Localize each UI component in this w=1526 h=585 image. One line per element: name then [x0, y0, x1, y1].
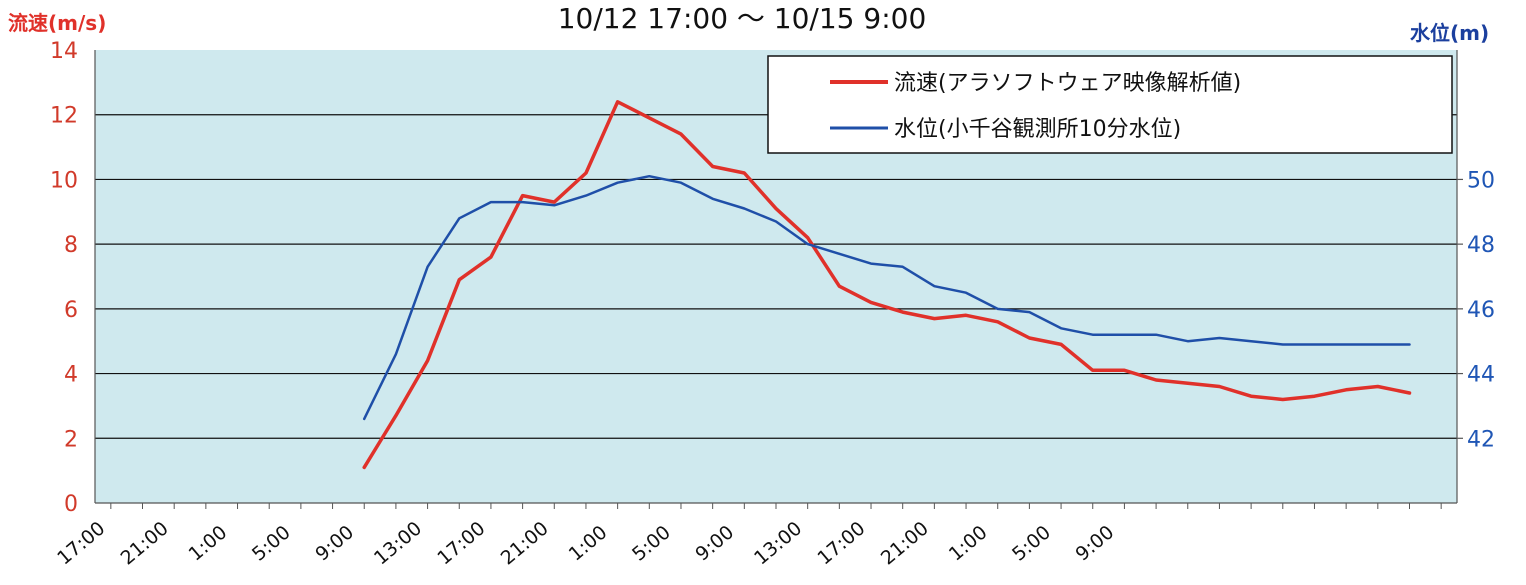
legend-box — [767, 55, 1453, 154]
right-axis-label: 水位(m) — [1410, 21, 1489, 45]
x-tick-label: 5:00 — [628, 521, 675, 565]
x-tick-label: 5:00 — [1008, 521, 1055, 565]
left-tick-label: 8 — [64, 233, 78, 258]
x-tick-label: 9:00 — [311, 521, 358, 565]
x-tick-label: 17:00 — [433, 517, 489, 569]
x-tick-label: 21:00 — [117, 517, 173, 569]
left-tick-label: 4 — [64, 363, 78, 388]
legend-label-velocity: 流速(アラソフトウェア映像解析値) — [894, 71, 1241, 96]
legend-label-water-level: 水位(小千谷観測所10分水位) — [894, 117, 1181, 142]
right-tick-label: 44 — [1467, 363, 1495, 388]
right-tick-label: 46 — [1467, 298, 1495, 323]
left-tick-label: 6 — [64, 298, 78, 323]
x-tick-label: 13:00 — [370, 517, 426, 569]
x-tick-label: 1:00 — [565, 521, 612, 565]
left-tick-label: 2 — [64, 427, 78, 452]
chart-title: 10/12 17:00 〜 10/15 9:00 — [558, 2, 927, 35]
series-water-level-line — [362, 174, 1411, 421]
x-tick-label: 21:00 — [497, 517, 553, 569]
series-lines — [362, 100, 1412, 470]
x-tick-label: 5:00 — [248, 521, 295, 565]
series-velocity-line — [362, 100, 1412, 470]
right-tick-label: 42 — [1467, 427, 1495, 452]
x-tick-label: 17:00 — [53, 517, 109, 569]
left-axis-label: 流速(m/s) — [8, 11, 106, 35]
x-tick-label: 17:00 — [813, 517, 869, 569]
x-tick-label: 1:00 — [185, 521, 232, 565]
left-tick-label: 12 — [50, 104, 78, 129]
x-tick-label: 13:00 — [750, 517, 806, 569]
legend: 流速(アラソフトウェア映像解析値) 水位(小千谷観測所10分水位) — [767, 55, 1453, 154]
x-tick-label: 1:00 — [945, 521, 992, 565]
left-tick-label: 14 — [50, 39, 78, 64]
right-tick-label: 50 — [1467, 168, 1495, 193]
x-tick-label: 9:00 — [691, 521, 738, 565]
left-tick-label: 10 — [50, 168, 78, 193]
right-tick-label: 48 — [1467, 233, 1495, 258]
x-tick-label: 9:00 — [1071, 521, 1118, 565]
left-tick-label: 0 — [64, 492, 78, 517]
x-tick-label: 21:00 — [877, 517, 933, 569]
